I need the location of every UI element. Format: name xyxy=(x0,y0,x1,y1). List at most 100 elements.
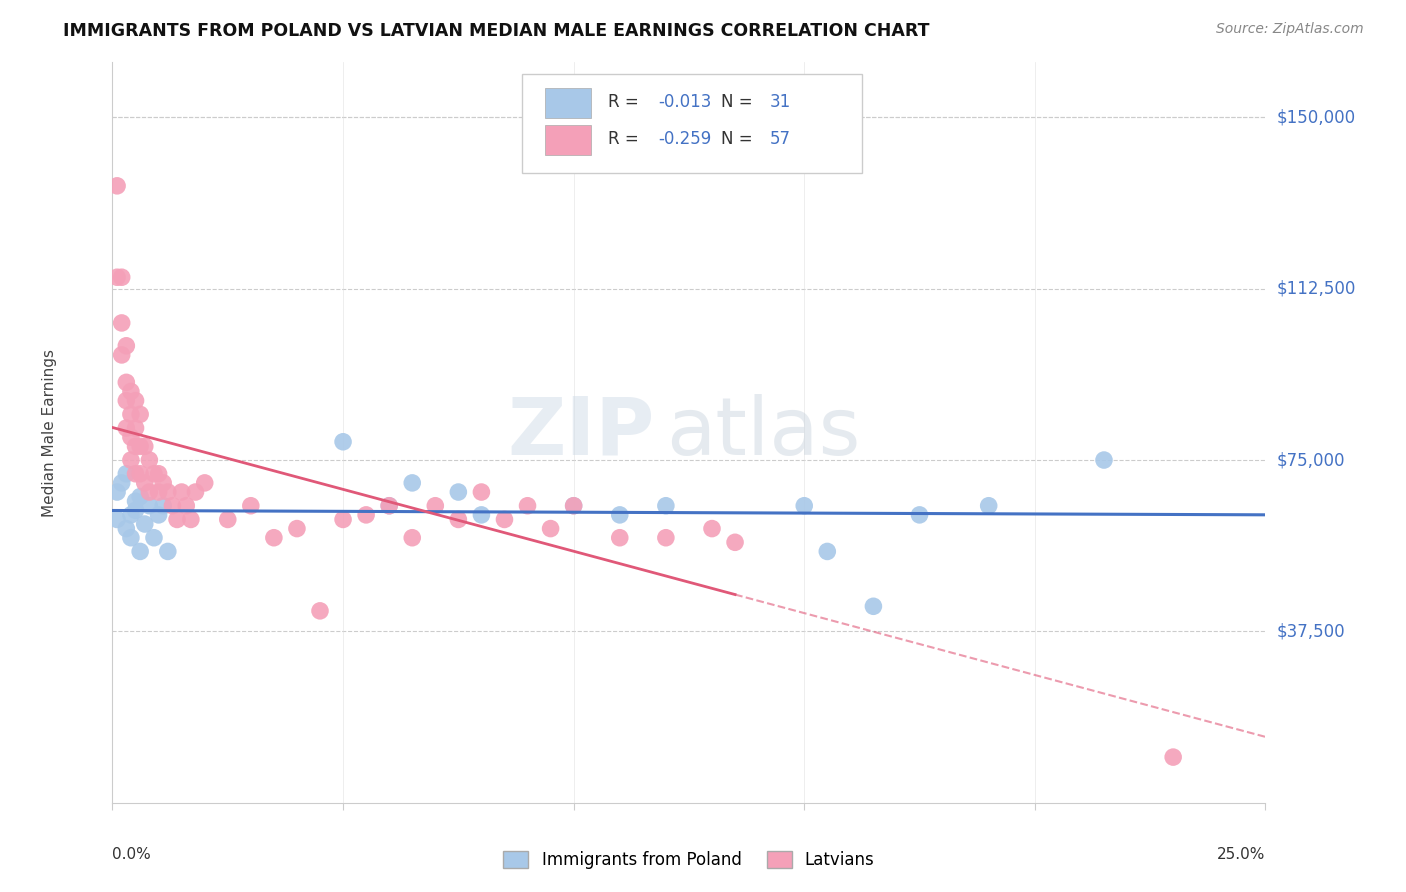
Point xyxy=(148,508,170,522)
Point xyxy=(1161,750,1184,764)
Text: Source: ZipAtlas.com: Source: ZipAtlas.com xyxy=(1216,22,1364,37)
Point xyxy=(105,512,128,526)
Point xyxy=(470,508,492,522)
Point xyxy=(105,178,128,193)
FancyBboxPatch shape xyxy=(546,126,591,155)
Text: ZIP: ZIP xyxy=(508,393,654,472)
Point xyxy=(120,531,142,545)
Point xyxy=(115,467,138,481)
Text: IMMIGRANTS FROM POLAND VS LATVIAN MEDIAN MALE EARNINGS CORRELATION CHART: IMMIGRANTS FROM POLAND VS LATVIAN MEDIAN… xyxy=(63,22,929,40)
Point xyxy=(134,516,156,531)
Point xyxy=(111,316,134,330)
Text: N =: N = xyxy=(721,130,758,148)
Point xyxy=(1092,453,1115,467)
Point xyxy=(540,522,562,536)
Point xyxy=(129,408,152,422)
Point xyxy=(111,475,134,490)
Text: 0.0%: 0.0% xyxy=(112,847,152,863)
Point xyxy=(815,544,838,558)
Point xyxy=(111,348,134,362)
Point xyxy=(239,499,262,513)
Point xyxy=(120,384,142,399)
Legend: Immigrants from Poland, Latvians: Immigrants from Poland, Latvians xyxy=(496,845,882,876)
Text: Median Male Earnings: Median Male Earnings xyxy=(42,349,56,516)
Point xyxy=(425,499,447,513)
Text: 31: 31 xyxy=(769,94,792,112)
Point xyxy=(332,434,354,449)
Text: 57: 57 xyxy=(769,130,790,148)
Point xyxy=(129,490,152,504)
Point xyxy=(184,485,207,500)
Point xyxy=(120,408,142,422)
Point xyxy=(494,512,516,526)
Point xyxy=(470,485,492,500)
Point xyxy=(138,453,160,467)
Point xyxy=(156,544,179,558)
Text: $112,500: $112,500 xyxy=(1277,280,1355,298)
Point xyxy=(129,439,152,453)
Point xyxy=(152,475,174,490)
Point xyxy=(285,522,308,536)
Point xyxy=(138,499,160,513)
Point xyxy=(148,467,170,481)
Text: $37,500: $37,500 xyxy=(1277,623,1346,640)
Point xyxy=(217,512,239,526)
Point xyxy=(401,475,423,490)
Point xyxy=(105,270,128,285)
Text: $150,000: $150,000 xyxy=(1277,108,1355,127)
Point xyxy=(862,599,884,614)
Point xyxy=(309,604,332,618)
Point xyxy=(263,531,285,545)
Point xyxy=(977,499,1000,513)
Point xyxy=(138,485,160,500)
Text: -0.259: -0.259 xyxy=(658,130,711,148)
Text: R =: R = xyxy=(609,130,644,148)
Point xyxy=(115,376,138,390)
Point xyxy=(609,508,631,522)
FancyBboxPatch shape xyxy=(546,88,591,118)
FancyBboxPatch shape xyxy=(522,73,862,173)
Point xyxy=(609,531,631,545)
Point xyxy=(143,531,166,545)
Text: 25.0%: 25.0% xyxy=(1218,847,1265,863)
Text: -0.013: -0.013 xyxy=(658,94,711,112)
Point xyxy=(793,499,815,513)
Point xyxy=(124,494,146,508)
Point xyxy=(447,512,470,526)
Point xyxy=(724,535,747,549)
Point xyxy=(174,499,197,513)
Point xyxy=(124,393,146,408)
Point xyxy=(124,467,146,481)
Text: atlas: atlas xyxy=(666,393,860,472)
Point xyxy=(129,467,152,481)
Text: R =: R = xyxy=(609,94,644,112)
Point xyxy=(562,499,585,513)
Point xyxy=(354,508,377,522)
Point xyxy=(170,485,193,500)
Point xyxy=(700,522,723,536)
Point xyxy=(115,421,138,435)
Point xyxy=(180,512,202,526)
Point xyxy=(562,499,585,513)
Point xyxy=(124,421,146,435)
Point xyxy=(129,544,152,558)
Point xyxy=(156,485,179,500)
Point xyxy=(115,522,138,536)
Point xyxy=(378,499,401,513)
Point xyxy=(120,508,142,522)
Point xyxy=(124,503,146,517)
Point xyxy=(134,475,156,490)
Point xyxy=(166,512,188,526)
Point xyxy=(152,499,174,513)
Point xyxy=(134,439,156,453)
Text: $75,000: $75,000 xyxy=(1277,451,1346,469)
Point xyxy=(115,339,138,353)
Point xyxy=(148,485,170,500)
Point xyxy=(332,512,354,526)
Point xyxy=(162,499,184,513)
Point xyxy=(120,453,142,467)
Point xyxy=(655,531,678,545)
Text: N =: N = xyxy=(721,94,758,112)
Point xyxy=(655,499,678,513)
Point xyxy=(124,439,146,453)
